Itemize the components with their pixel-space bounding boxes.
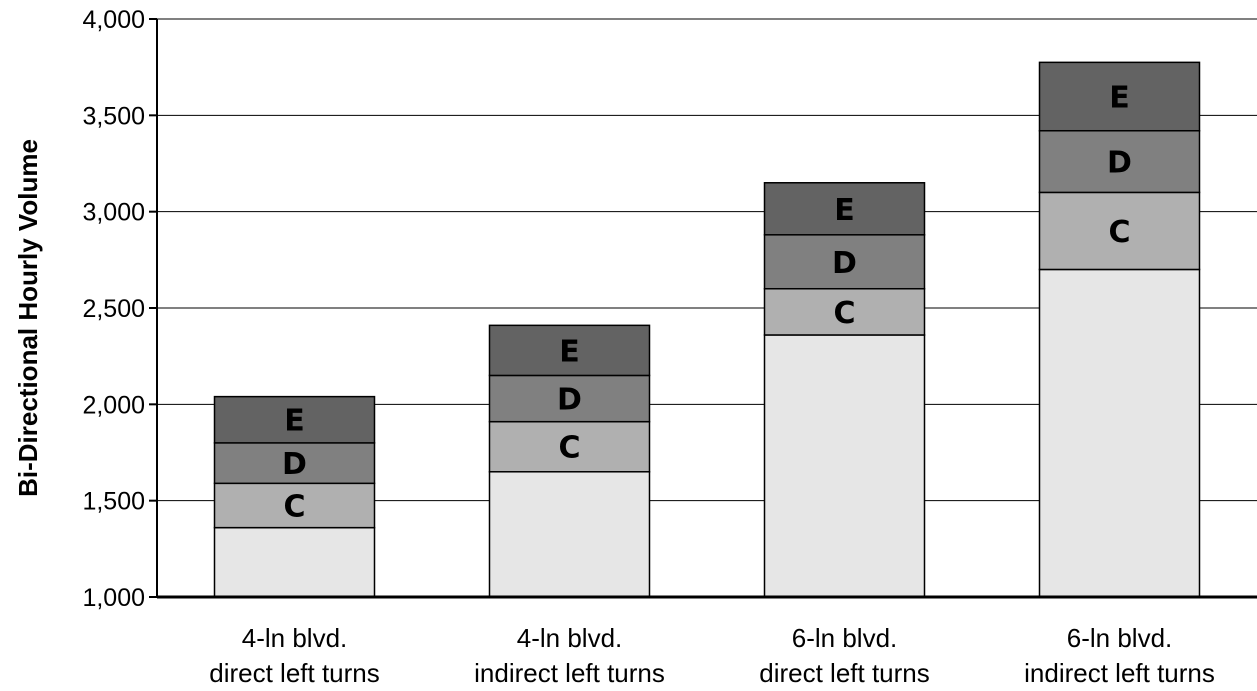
bar-segment: [1038, 268, 1201, 598]
segment-label: E: [559, 334, 580, 369]
y-tick-label: 2,000: [82, 391, 145, 419]
segment-label: C: [833, 296, 855, 331]
x-category-label: 4-ln blvd.: [517, 623, 623, 653]
segment-label: D: [557, 383, 582, 418]
segment-label: E: [1109, 81, 1130, 116]
x-category-label: indirect left turns: [1024, 658, 1215, 688]
y-tick-label: 1,000: [82, 584, 145, 612]
y-tick-label: 3,000: [82, 199, 145, 227]
bar-segment: [213, 395, 376, 444]
x-category-label: 6-ln blvd.: [1067, 623, 1173, 653]
bar-segment: [763, 334, 926, 598]
x-category-labels: 4-ln blvd. direct left turns 4-ln blvd. ind…: [209, 623, 1215, 688]
segment-label: C: [1108, 215, 1130, 250]
y-tick-label: 4,000: [82, 6, 145, 34]
bar-segment: [213, 526, 376, 598]
x-category-label: indirect left turns: [474, 658, 665, 688]
bar-segment: [488, 324, 651, 377]
segment-label: D: [1107, 146, 1132, 181]
bar-segment: [763, 287, 926, 336]
y-tick-labels: 1,000 1,500 2,000 2,500 3,000 3,500 4,000: [82, 6, 145, 612]
bar-segment: [213, 482, 376, 529]
x-category-label: direct left turns: [209, 658, 380, 688]
y-tick-label: 1,500: [82, 488, 145, 516]
segment-label: C: [558, 431, 580, 466]
bar-segment: [1038, 61, 1201, 132]
bar-segment: [763, 182, 926, 236]
bar-segment: [488, 471, 651, 598]
bar-segment: [488, 374, 651, 423]
axes: [149, 18, 1257, 599]
segment-label: D: [282, 447, 307, 482]
x-category-label: direct left turns: [759, 658, 930, 688]
bar-segment: [213, 442, 376, 485]
segment-label: E: [284, 404, 305, 439]
bar-segment: [763, 234, 926, 290]
y-tick-label: 2,500: [82, 295, 145, 323]
y-axis-label: Bi-Directional Hourly Volume: [13, 139, 43, 497]
bar-segment: [1038, 191, 1201, 271]
bar-segment: [1038, 129, 1201, 194]
segment-label: E: [834, 193, 855, 228]
x-category-label: 6-ln blvd.: [792, 623, 898, 653]
segment-label: C: [283, 489, 305, 524]
x-category-label: 4-ln blvd.: [242, 623, 348, 653]
y-tick-label: 3,500: [82, 102, 145, 130]
segment-label: D: [832, 246, 857, 281]
